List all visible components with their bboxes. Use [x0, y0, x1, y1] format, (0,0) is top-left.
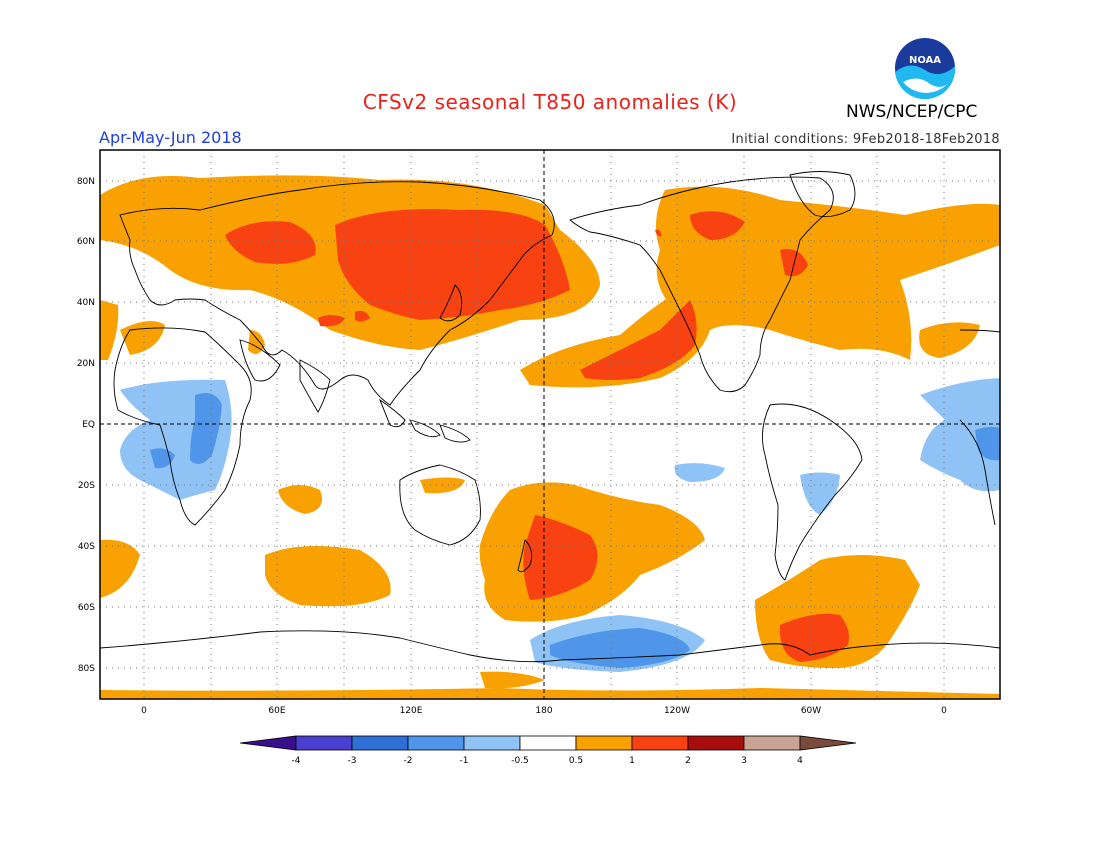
colorbar-label: -4 — [292, 756, 301, 766]
lon-label: 120W — [664, 706, 690, 716]
lat-label: 40N — [77, 298, 95, 308]
initial-conditions-label: Initial conditions: 9Feb2018-18Feb2018 — [731, 132, 1000, 147]
colorbar-labels: -4 -3 -2 -1 -0.5 0.5 1 2 3 4 — [292, 756, 804, 766]
colorbar-segment — [519, 735, 577, 751]
colorbar-segment — [631, 735, 689, 751]
lon-label: 60E — [268, 706, 285, 716]
lat-label: EQ — [82, 420, 95, 430]
colorbar-label: 3 — [741, 756, 747, 766]
colorbar-label: 0.5 — [569, 756, 583, 766]
lat-label: 60N — [77, 237, 95, 247]
colorbar — [239, 735, 857, 751]
plot-frame — [99, 149, 1001, 700]
colorbar-label: 1 — [629, 756, 635, 766]
lat-label: 20S — [78, 481, 95, 491]
lon-axis: 0 60E 120E 180 120W 60W 0 — [141, 706, 947, 716]
colorbar-segment — [575, 735, 633, 751]
lat-label: 20N — [77, 359, 95, 369]
lon-label: 180 — [535, 706, 552, 716]
lat-axis: 80N 60N 40N 20N EQ 20S 40S 60S 80S — [77, 177, 95, 674]
colorbar-segment — [799, 735, 857, 751]
colorbar-segment — [687, 735, 745, 751]
colorbar-segment — [351, 735, 409, 751]
lat-label: 80S — [78, 664, 95, 674]
colorbar-label: -2 — [404, 756, 413, 766]
noaa-logo: NOAA — [895, 38, 956, 100]
colorbar-segment — [743, 735, 801, 751]
colorbar-label: -0.5 — [511, 756, 529, 766]
lat-label: 80N — [77, 177, 95, 187]
anomaly-positive-moderate — [225, 209, 849, 662]
noaa-logo-text: NOAA — [909, 55, 941, 66]
lon-label: 0 — [941, 706, 947, 716]
colorbar-label: -1 — [460, 756, 469, 766]
coastlines — [100, 171, 1000, 663]
colorbar-label: -3 — [348, 756, 357, 766]
colorbar-segment — [463, 735, 521, 751]
agency-label: NWS/NCEP/CPC — [846, 102, 978, 122]
colorbar-segment — [295, 735, 353, 751]
colorbar-label: 2 — [685, 756, 691, 766]
lon-label: 0 — [141, 706, 147, 716]
colorbar-segment — [239, 735, 297, 751]
chart-title: CFSv2 seasonal T850 anomalies (K) — [362, 90, 738, 114]
anomaly-negative-moderate — [150, 392, 1000, 668]
season-label: Apr-May-Jun 2018 — [99, 128, 242, 147]
lon-label: 60W — [801, 706, 821, 716]
colorbar-segment — [407, 735, 465, 751]
lat-label: 60S — [78, 603, 95, 613]
gridlines — [100, 150, 1000, 699]
lon-label: 120E — [400, 706, 423, 716]
lat-label: 40S — [78, 542, 95, 552]
colorbar-label: 4 — [797, 756, 803, 766]
